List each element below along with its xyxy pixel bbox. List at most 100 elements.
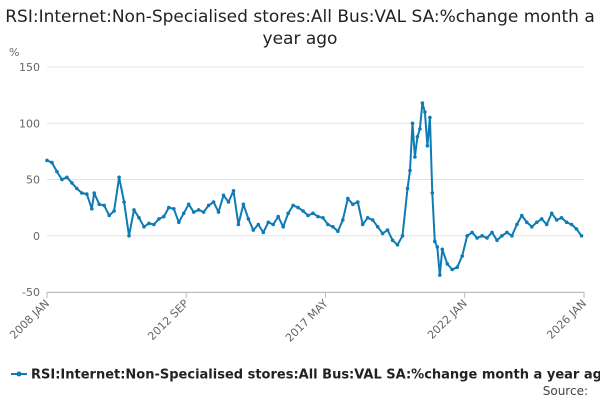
data-point[interactable]	[241, 202, 246, 207]
data-point[interactable]	[438, 273, 442, 277]
data-point[interactable]	[157, 217, 161, 221]
data-point[interactable]	[196, 208, 201, 212]
data-point[interactable]	[413, 155, 417, 159]
data-point[interactable]	[569, 222, 574, 227]
data-point[interactable]	[465, 234, 470, 238]
data-point[interactable]	[450, 267, 455, 272]
data-point[interactable]	[251, 228, 256, 232]
data-point[interactable]	[579, 234, 584, 238]
data-point[interactable]	[211, 200, 216, 204]
data-point[interactable]	[45, 158, 49, 163]
data-point[interactable]	[455, 265, 460, 270]
data-point[interactable]	[55, 169, 59, 174]
data-point[interactable]	[356, 200, 360, 204]
data-point[interactable]	[216, 210, 221, 214]
data-point[interactable]	[85, 192, 89, 196]
data-point[interactable]	[418, 127, 422, 131]
data-point[interactable]	[554, 218, 559, 222]
data-point[interactable]	[50, 160, 54, 165]
data-point[interactable]	[271, 222, 276, 227]
data-point[interactable]	[470, 230, 474, 235]
data-point[interactable]	[261, 230, 266, 235]
data-point[interactable]	[296, 205, 300, 210]
data-point[interactable]	[201, 210, 206, 214]
data-point[interactable]	[515, 222, 519, 227]
data-point[interactable]	[172, 207, 176, 211]
data-point[interactable]	[346, 196, 350, 201]
data-point[interactable]	[539, 217, 544, 221]
data-point[interactable]	[423, 110, 427, 114]
data-point[interactable]	[107, 213, 111, 218]
data-point[interactable]	[70, 181, 74, 185]
data-point[interactable]	[256, 222, 261, 227]
data-point[interactable]	[549, 211, 554, 216]
data-point[interactable]	[142, 225, 146, 229]
data-point[interactable]	[435, 245, 440, 249]
data-point[interactable]	[152, 222, 156, 227]
data-point[interactable]	[92, 191, 96, 195]
data-point[interactable]	[535, 220, 539, 225]
data-point[interactable]	[132, 208, 136, 212]
data-point[interactable]	[102, 203, 106, 208]
data-point[interactable]	[390, 238, 395, 243]
data-point[interactable]	[500, 234, 504, 238]
data-point[interactable]	[80, 191, 84, 195]
legend[interactable]: RSI:Internet:Non-Specialised stores:All …	[11, 368, 600, 383]
data-point[interactable]	[326, 222, 330, 227]
data-point[interactable]	[236, 222, 241, 227]
data-point[interactable]	[221, 193, 226, 198]
data-point[interactable]	[127, 234, 131, 238]
data-point[interactable]	[191, 210, 196, 214]
data-point[interactable]	[410, 121, 415, 126]
data-point[interactable]	[395, 243, 400, 247]
data-point[interactable]	[370, 218, 375, 222]
data-point[interactable]	[375, 225, 380, 229]
data-point[interactable]	[559, 216, 564, 220]
data-point[interactable]	[405, 186, 410, 191]
data-point[interactable]	[430, 191, 435, 195]
data-point[interactable]	[445, 262, 450, 266]
data-point[interactable]	[351, 202, 355, 207]
data-point[interactable]	[291, 203, 295, 208]
data-point[interactable]	[231, 189, 236, 193]
data-point[interactable]	[206, 203, 211, 208]
data-point[interactable]	[564, 220, 569, 225]
data-point[interactable]	[380, 231, 385, 236]
data-point[interactable]	[147, 221, 151, 226]
data-point[interactable]	[266, 220, 271, 225]
data-point[interactable]	[365, 216, 370, 220]
data-point[interactable]	[311, 211, 315, 216]
data-point[interactable]	[415, 135, 420, 139]
data-point[interactable]	[137, 216, 141, 220]
data-point[interactable]	[117, 175, 121, 180]
data-point[interactable]	[306, 213, 310, 218]
data-point[interactable]	[246, 217, 251, 221]
data-point[interactable]	[428, 115, 432, 120]
data-point[interactable]	[177, 220, 181, 225]
data-point[interactable]	[400, 234, 405, 238]
data-point[interactable]	[286, 211, 291, 216]
data-point[interactable]	[122, 200, 126, 204]
data-point[interactable]	[276, 214, 281, 219]
data-point[interactable]	[420, 101, 425, 105]
data-point[interactable]	[544, 222, 549, 227]
data-point[interactable]	[60, 177, 64, 182]
data-point[interactable]	[475, 236, 479, 240]
data-point[interactable]	[321, 216, 325, 220]
data-point[interactable]	[331, 225, 335, 229]
data-point[interactable]	[495, 238, 499, 243]
data-point[interactable]	[301, 209, 305, 213]
data-point[interactable]	[485, 236, 489, 240]
data-point[interactable]	[425, 144, 430, 148]
data-point[interactable]	[336, 229, 340, 234]
data-point[interactable]	[281, 225, 286, 229]
data-point[interactable]	[162, 214, 166, 219]
data-point[interactable]	[226, 200, 231, 204]
data-point[interactable]	[510, 234, 514, 238]
data-point[interactable]	[490, 230, 494, 235]
data-point[interactable]	[75, 186, 79, 191]
data-point[interactable]	[341, 218, 345, 222]
data-point[interactable]	[505, 230, 509, 235]
data-point[interactable]	[181, 211, 186, 216]
data-point[interactable]	[65, 175, 69, 180]
